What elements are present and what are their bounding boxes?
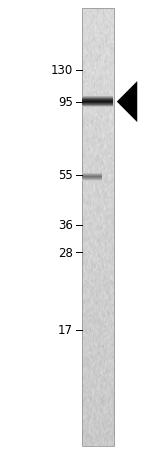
Text: 95: 95 xyxy=(58,96,73,109)
Bar xyxy=(82,9,114,446)
Polygon shape xyxy=(117,82,137,123)
Text: 17: 17 xyxy=(58,324,73,336)
Text: 28: 28 xyxy=(58,246,73,259)
Text: 130: 130 xyxy=(51,64,73,77)
Text: 55: 55 xyxy=(58,169,73,182)
Text: 36: 36 xyxy=(58,219,73,232)
